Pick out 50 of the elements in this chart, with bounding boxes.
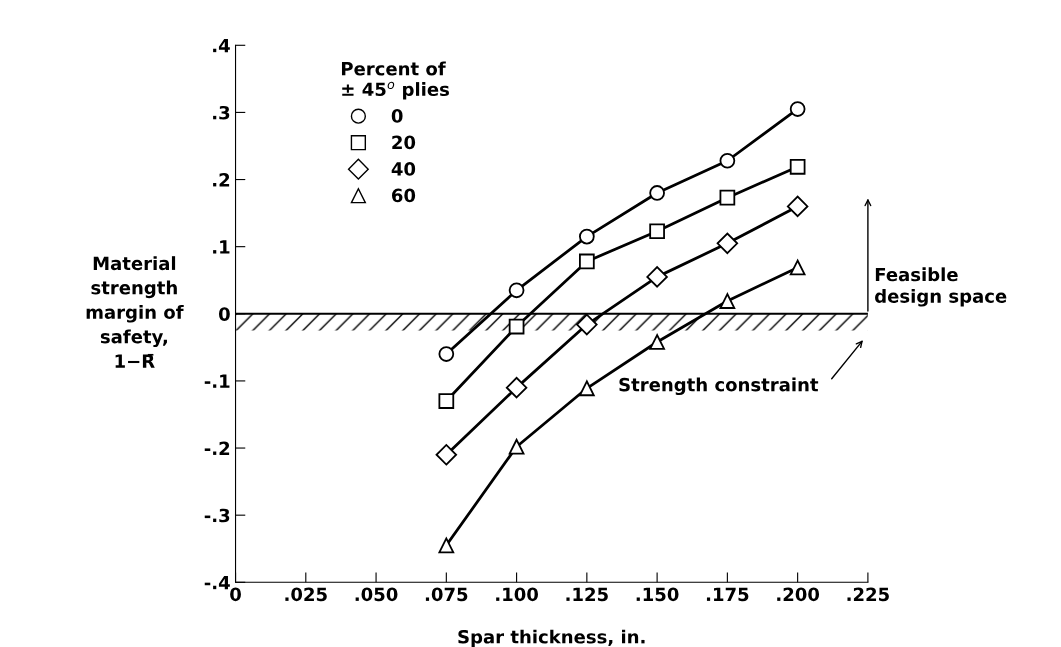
- x-tick-label: .150: [636, 587, 679, 602]
- y-tick-label: .3: [213, 105, 230, 120]
- x-axis-title: Spar thickness, in.: [458, 629, 645, 647]
- point: [646, 266, 668, 288]
- y-tick-label: -.2: [204, 441, 230, 455]
- point: [435, 444, 458, 466]
- point: [508, 318, 525, 335]
- point: [719, 152, 736, 169]
- legend-title: Percent of ± 45$^{o}$ plies: [341, 61, 449, 100]
- legend-label: 0: [391, 109, 403, 123]
- point: [579, 380, 595, 397]
- legend-label: 20: [392, 135, 416, 150]
- y-axis-title: Material strength margin of safety, 1−R̄: [86, 256, 184, 368]
- x-tick-label: 0: [230, 587, 241, 602]
- point: [789, 158, 806, 175]
- point: [719, 189, 736, 206]
- x-tick-label: .100: [496, 587, 538, 602]
- point: [508, 438, 525, 455]
- y-tick-label: -.3: [204, 508, 230, 523]
- x-tick-label: .025: [285, 587, 327, 602]
- point: [649, 185, 665, 201]
- point: [576, 313, 598, 336]
- point: [716, 232, 739, 255]
- point: [789, 259, 806, 276]
- point: [438, 393, 455, 409]
- point: [786, 195, 809, 218]
- point: [579, 253, 595, 270]
- x-tick-label: .050: [355, 587, 398, 602]
- point: [579, 228, 595, 245]
- point: [438, 537, 455, 554]
- legend-label: 60: [392, 188, 416, 203]
- y-tick-label: .4: [213, 38, 230, 53]
- y-tick-label: -.1: [204, 374, 230, 388]
- x-tick-label: .225: [847, 587, 889, 602]
- y-tick-label: -.4: [204, 576, 230, 590]
- point: [789, 101, 806, 117]
- y-tick-label: 0: [218, 307, 230, 321]
- x-tick-label: .125: [566, 587, 608, 602]
- y-tick-label: .2: [213, 173, 230, 187]
- point: [438, 346, 455, 362]
- point: [649, 223, 665, 240]
- point: [505, 376, 528, 399]
- text: Feasible design space: [875, 267, 1007, 307]
- x-tick-label: .175: [706, 587, 749, 602]
- x-tick-label: .200: [777, 587, 820, 602]
- y-tick-label: .1: [213, 240, 230, 254]
- legend-label: 40: [391, 162, 416, 176]
- x-tick-label: .075: [425, 587, 468, 602]
- annotation: Strength constraint: [619, 377, 819, 396]
- point: [508, 282, 525, 299]
